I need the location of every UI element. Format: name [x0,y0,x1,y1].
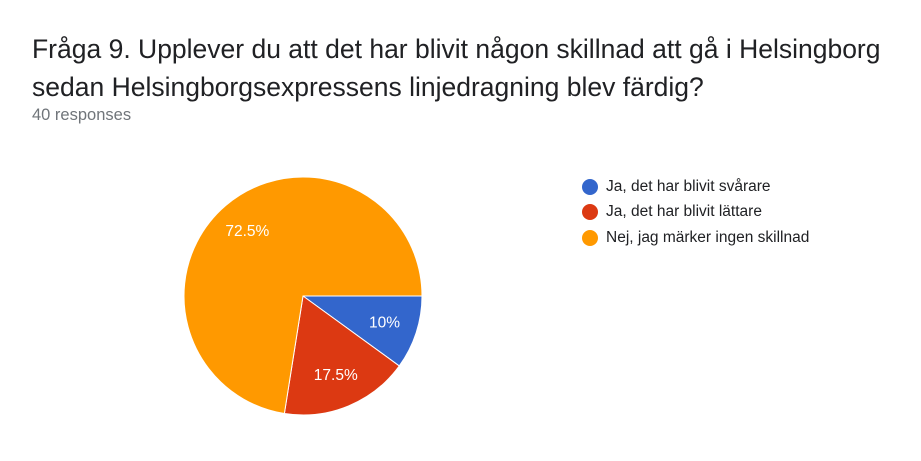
response-count: 40 responses [32,106,132,124]
legend-item-3[interactable]: Nej, jag märker ingen skillnad [582,225,809,251]
legend-swatch-2 [582,204,598,221]
slice-label-2: 17.5% [314,367,358,384]
legend-swatch-1 [582,178,598,195]
slice-label-3: 72.5% [225,223,269,240]
chart-legend: Ja, det har blivit svårare Ja, det har bl… [582,174,809,251]
legend-item-2[interactable]: Ja, det har blivit lättare [582,200,809,226]
legend-swatch-3 [582,229,598,246]
pie-slice-1[interactable] [301,295,423,367]
pie-slice-3[interactable] [183,176,423,415]
question-title: Fråga 9. Upplever du att det har blivit … [32,34,881,102]
legend-item-1[interactable]: Ja, det har blivit svårare [582,174,809,200]
pie-slice-2[interactable] [283,295,400,416]
legend-label-2: Ja, det har blivit lättare [606,203,762,221]
legend-label-3: Nej, jag märker ingen skillnad [606,228,810,246]
legend-label-1: Ja, det har blivit svårare [606,177,771,195]
slice-label-1: 10% [369,314,400,331]
